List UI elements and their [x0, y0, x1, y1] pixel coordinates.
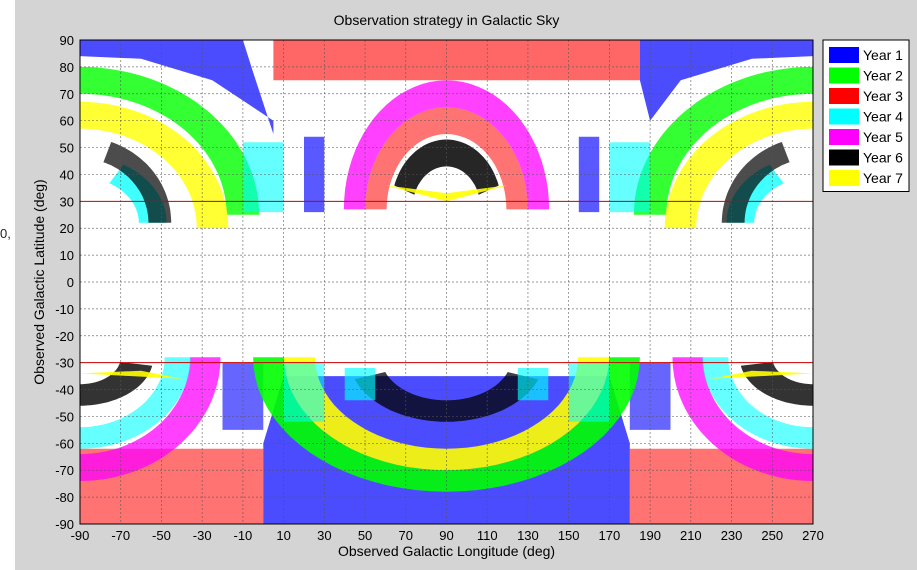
x-tick-label: 150 [558, 528, 580, 543]
reference-lines [80, 200, 813, 364]
legend-swatch [829, 129, 859, 145]
y-tick-label: -90 [55, 517, 74, 532]
x-tick-label: 90 [439, 528, 453, 543]
y-tick-label: 20 [60, 221, 74, 236]
x-tick-label: 130 [517, 528, 539, 543]
year-5-band [80, 357, 221, 481]
x-tick-label: 70 [399, 528, 413, 543]
year-2-band [253, 357, 640, 492]
year-5-band [672, 357, 813, 481]
legend-label: Year 5 [863, 129, 903, 145]
x-tick-label: 250 [761, 528, 783, 543]
legend-label: Year 3 [863, 88, 903, 104]
year-6-band [394, 139, 499, 195]
year-1-band [80, 40, 274, 135]
y-tick-label: -60 [55, 436, 74, 451]
x-tick-label: -70 [111, 528, 130, 543]
x-tick-labels: -90 -70 -50 -30 -10 10 30 50 70 90 110 130 150 170 190… [71, 528, 824, 543]
y-tick-labels: 90 80 70 60 50 40 30 20 10 0 -10 -20 -30 -40 -50 -60 -70… [55, 33, 74, 532]
y-tick-label: 10 [60, 248, 74, 263]
y-tick-label: -40 [55, 383, 74, 398]
year-7-band [385, 185, 508, 202]
year-4-band [80, 357, 191, 449]
x-tick-label: 210 [680, 528, 702, 543]
y-tick-label: -80 [55, 490, 74, 505]
y-tick-label: -30 [55, 356, 74, 371]
legend-label: Year 6 [863, 150, 903, 166]
x-tick-label: 50 [358, 528, 372, 543]
legend-label: Year 7 [863, 170, 903, 186]
chart-title: Observation strategy in Galactic Sky [334, 12, 560, 28]
y-tick-label: 0 [67, 275, 74, 290]
plot-frame [79, 39, 814, 525]
year-6-band [354, 372, 539, 422]
legend-swatch [829, 67, 859, 84]
x-tick-label: -50 [152, 528, 171, 543]
year-2-band [633, 66, 813, 215]
year-5-band [343, 80, 550, 210]
y-tick-label: -10 [55, 302, 74, 317]
year-6-band [721, 142, 790, 223]
year-4-band [517, 368, 549, 401]
x-tick-label: 10 [276, 528, 290, 543]
year-1-band [304, 136, 325, 213]
x-tick-label: 30 [317, 528, 331, 543]
figure-window: -90 -70 -50 -30 -10 10 30 50 70 90 110 130 150 170 190… [15, 0, 917, 570]
x-tick-label: -10 [233, 528, 252, 543]
y-tick-label: 90 [60, 33, 74, 48]
year-7-band [80, 101, 229, 229]
legend: Year 1 Year 2 Year 3 Year 4 Year 5 Year 6 Year… [822, 39, 910, 192]
year-4-band [702, 357, 813, 449]
year-4-band [283, 362, 325, 422]
year-4-band [344, 368, 376, 401]
legend-label: Year 1 [863, 47, 903, 63]
year-1-band [639, 40, 813, 121]
year-2-band [80, 66, 260, 215]
y-tick-label: 80 [60, 60, 74, 75]
year-3-band [273, 40, 640, 81]
year-7-band [711, 370, 813, 379]
y-tick-label: -50 [55, 409, 74, 424]
x-tick-label: 190 [639, 528, 661, 543]
sky-coverage-chart: -90 -70 -50 -30 -10 10 30 50 70 90 110 130 150 170 190… [31, 12, 910, 559]
x-tick-label: 270 [802, 528, 824, 543]
y-axis-label: Observed Galactic Latitude (deg) [31, 179, 47, 384]
y-tick-label: 50 [60, 141, 74, 156]
year-7-band [664, 101, 813, 229]
legend-swatch [829, 170, 859, 186]
legend-label: Year 2 [863, 68, 903, 84]
x-tick-label: -90 [71, 528, 90, 543]
y-tick-label: 40 [60, 167, 74, 182]
x-tick-label: 170 [599, 528, 621, 543]
legend-swatch [829, 149, 859, 166]
y-tick-label: 60 [60, 114, 74, 129]
legend-label: Year 4 [863, 109, 903, 125]
y-tick-label: -70 [55, 463, 74, 478]
year-4-band [242, 142, 284, 213]
x-tick-label: -30 [193, 528, 212, 543]
year-4-band [609, 142, 651, 213]
legend-swatch [829, 108, 859, 125]
y-tick-label: -20 [55, 329, 74, 344]
legend-swatch [829, 88, 859, 104]
x-tick-label: 110 [477, 528, 498, 543]
legend-swatch [829, 47, 859, 63]
year-6-band [103, 142, 172, 223]
y-tick-label: 70 [60, 87, 74, 102]
year-4-band [568, 362, 610, 422]
x-tick-label: 230 [721, 528, 743, 543]
year-7-band [80, 370, 182, 379]
y-tick-label: 30 [60, 194, 74, 209]
stray-text: 0, [0, 226, 11, 241]
x-axis-label: Observed Galactic Longitude (deg) [338, 543, 555, 559]
